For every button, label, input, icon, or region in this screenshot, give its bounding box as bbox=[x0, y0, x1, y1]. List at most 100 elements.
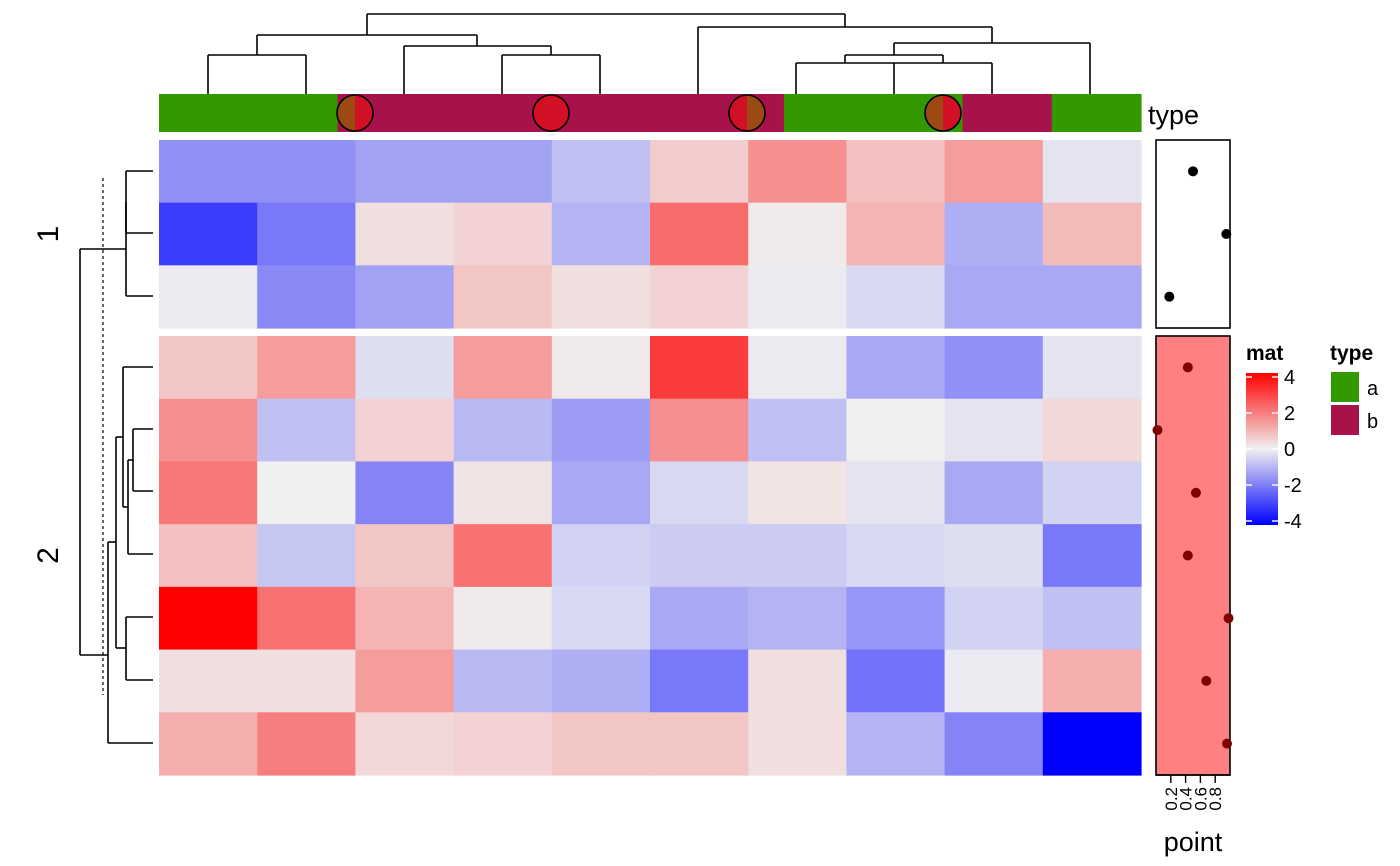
heatmap-cell bbox=[257, 586, 356, 651]
heatmap-cell bbox=[355, 586, 455, 651]
point-annotation-dot bbox=[1190, 487, 1201, 498]
heatmap-cell bbox=[257, 202, 356, 266]
mat-legend-tick-label: 0 bbox=[1284, 439, 1295, 461]
heatmap-cell bbox=[748, 140, 847, 204]
point-annotation-dot bbox=[1188, 166, 1198, 177]
heatmap-cell bbox=[1042, 461, 1142, 525]
heatmap-cell bbox=[1042, 712, 1142, 776]
heatmap-cell bbox=[453, 712, 553, 776]
heatmap-cell bbox=[159, 586, 258, 651]
heatmap-cell bbox=[453, 524, 553, 588]
type-annotation-cell bbox=[159, 94, 249, 132]
heatmap-cell bbox=[748, 336, 847, 400]
heatmap-cell bbox=[1042, 202, 1142, 266]
type-legend-title: type bbox=[1330, 342, 1373, 365]
heatmap-cell bbox=[551, 140, 651, 204]
heatmap-cell bbox=[1042, 398, 1142, 463]
heatmap-cell bbox=[944, 336, 1044, 400]
boundary-marker-left-half bbox=[533, 95, 551, 131]
heatmap-cell bbox=[1042, 586, 1142, 651]
heatmap-cell bbox=[159, 649, 258, 713]
heatmap-cell bbox=[846, 336, 946, 400]
heatmap-cell bbox=[551, 265, 651, 329]
heatmap-cell bbox=[257, 140, 356, 204]
type-annotation-bar bbox=[159, 94, 1142, 132]
point-annotation: 0.20.40.60.8 bbox=[1152, 139, 1234, 811]
boundary-marker-right-half bbox=[943, 95, 961, 131]
point-annotation-panel bbox=[1155, 335, 1231, 776]
heatmap-cell bbox=[748, 649, 847, 713]
heatmap-cell bbox=[551, 649, 651, 713]
heatmap-cell bbox=[846, 398, 946, 463]
heatmap-cell bbox=[453, 265, 553, 329]
heatmap-cell bbox=[159, 140, 258, 204]
boundary-marker-left-half bbox=[729, 95, 747, 131]
point-axis-tick-label: 0.4 bbox=[1177, 787, 1196, 811]
heatmap-cell bbox=[355, 524, 455, 588]
point-annotation-dot bbox=[1182, 550, 1193, 561]
heatmap-cell bbox=[257, 461, 356, 525]
heatmap-cell bbox=[257, 524, 356, 588]
heatmap-cell bbox=[453, 461, 553, 525]
heatmap-cell bbox=[257, 712, 356, 776]
point-annotation-dot bbox=[1164, 291, 1175, 302]
heatmap-cell bbox=[846, 524, 946, 588]
row-slice-label: 1 bbox=[32, 226, 65, 243]
column-dendrogram bbox=[207, 13, 1091, 94]
heatmap-cell bbox=[748, 461, 847, 525]
point-annotation-dot bbox=[1221, 229, 1232, 239]
type-annotation-cell bbox=[962, 94, 1053, 132]
heatmap-cell bbox=[748, 712, 847, 776]
type-legend-label: a bbox=[1367, 378, 1379, 400]
heatmap-cell bbox=[944, 524, 1044, 588]
heatmap-cell bbox=[355, 202, 455, 266]
heatmap-cell bbox=[650, 586, 749, 651]
heatmap-cell bbox=[846, 461, 946, 525]
mat-legend-tick-label: -4 bbox=[1284, 511, 1302, 533]
heatmap-cell bbox=[846, 586, 946, 651]
type-legend-swatch bbox=[1331, 405, 1359, 435]
mat-legend-title: mat bbox=[1246, 342, 1283, 365]
type-legend: type ab bbox=[1330, 342, 1379, 435]
heatmap-cell bbox=[257, 336, 356, 400]
heatmap-cell bbox=[355, 336, 455, 400]
heatmap-cell bbox=[944, 202, 1044, 266]
heatmap-cell bbox=[551, 202, 651, 266]
mat-legend-tick-label: 2 bbox=[1284, 403, 1295, 425]
heatmap-cell bbox=[846, 140, 946, 204]
heatmap-cell bbox=[453, 398, 553, 463]
heatmap-cell bbox=[944, 712, 1044, 776]
heatmap-cell bbox=[355, 712, 455, 776]
heatmap-cell bbox=[159, 265, 258, 329]
heatmap-cell bbox=[159, 461, 258, 525]
heatmap-cell bbox=[944, 586, 1044, 651]
row-slice-labels: 12 bbox=[32, 226, 65, 564]
heatmap-cell bbox=[355, 265, 455, 329]
heatmap-cell bbox=[355, 398, 455, 463]
heatmap-cell bbox=[650, 649, 749, 713]
point-annotation-dot bbox=[1152, 425, 1163, 436]
heatmap-cell bbox=[1042, 524, 1142, 588]
heatmap-cell bbox=[944, 265, 1044, 329]
heatmap-cell bbox=[748, 524, 847, 588]
heatmap-cell bbox=[650, 336, 749, 400]
point-annotation-dot bbox=[1223, 613, 1234, 624]
heatmap-cell bbox=[551, 586, 651, 651]
boundary-marker-left-half bbox=[337, 95, 355, 131]
heatmap-cell bbox=[650, 461, 749, 525]
heatmap-cell bbox=[650, 712, 749, 776]
mat-legend-tick-label: -2 bbox=[1284, 475, 1302, 497]
boundary-marker-circle bbox=[532, 94, 570, 132]
heatmap-cell bbox=[650, 524, 749, 588]
heatmap-cell bbox=[551, 336, 651, 400]
heatmap-cell bbox=[650, 398, 749, 463]
heatmap-cell bbox=[748, 398, 847, 463]
heatmap-cell bbox=[257, 265, 356, 329]
heatmap-cell bbox=[1042, 649, 1142, 713]
heatmap-cell bbox=[650, 265, 749, 329]
heatmap-cell bbox=[1042, 140, 1142, 204]
boundary-marker-circle bbox=[728, 94, 766, 132]
heatmap-cell bbox=[551, 461, 651, 525]
heatmap-cell bbox=[159, 712, 258, 776]
